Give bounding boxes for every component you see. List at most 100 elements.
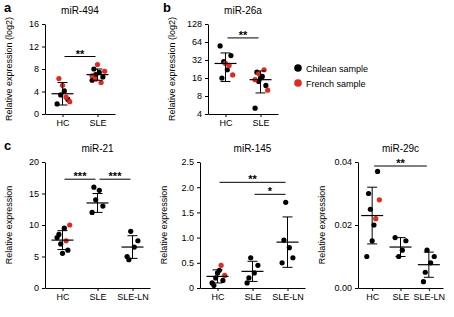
significance: ** xyxy=(239,29,248,41)
error-cap xyxy=(396,237,406,238)
x-axis: HC SLE SLE-LN xyxy=(46,288,151,302)
y-tick-mark xyxy=(205,24,208,25)
y-tick-mark xyxy=(42,69,45,70)
y-tick-label: 4 xyxy=(34,87,39,97)
error-cap xyxy=(93,193,103,194)
marks xyxy=(207,200,299,288)
plot: 0481216HCSLE** xyxy=(29,19,116,128)
point xyxy=(102,69,107,74)
point xyxy=(255,263,260,268)
point xyxy=(246,275,251,280)
y-tick-label: 0.04 xyxy=(334,157,352,167)
error-bar xyxy=(400,238,401,257)
y-tick: 0.5 xyxy=(181,258,200,268)
point xyxy=(60,251,65,256)
y-axis-line xyxy=(45,25,46,115)
y-tick-mark xyxy=(42,47,45,48)
error-cap xyxy=(221,52,231,53)
point xyxy=(230,72,235,77)
x-tick-label: SLE xyxy=(89,118,106,128)
y-axis-line xyxy=(45,163,46,289)
y-tick-label: 1.0 xyxy=(181,233,194,243)
y-tick: 4 xyxy=(197,109,208,119)
point xyxy=(220,278,225,283)
x-tick: HC xyxy=(57,288,70,302)
x-tick-label: SLE xyxy=(392,292,409,302)
error-bar xyxy=(252,261,253,281)
y-tick: 1.5 xyxy=(181,208,200,218)
point xyxy=(364,254,369,259)
point xyxy=(421,279,426,284)
y-tick-label: 10 xyxy=(29,220,39,230)
point xyxy=(248,255,253,260)
error-cap xyxy=(128,258,138,259)
y-tick-mark xyxy=(42,288,45,289)
y-tick-label: 8 xyxy=(34,64,39,74)
legend-marker xyxy=(294,64,302,72)
error-bar xyxy=(132,236,133,259)
significance: ** xyxy=(396,157,405,169)
x-tick-label: SLE xyxy=(89,292,106,302)
error-cap xyxy=(283,267,293,268)
y-tick-mark xyxy=(42,162,45,163)
plot: 48163264128HCSLE** xyxy=(187,19,279,128)
error-cap xyxy=(424,252,434,253)
point xyxy=(64,238,69,243)
y-axis-title: Relative expression xyxy=(4,186,14,265)
y-tick-label: 2.5 xyxy=(181,157,194,167)
significance: ** xyxy=(248,173,257,185)
x-tick-mark xyxy=(401,288,402,291)
y-tick-label: 1.5 xyxy=(181,208,194,218)
x-tick: SLE-LN xyxy=(414,288,446,302)
point xyxy=(253,106,258,111)
point xyxy=(67,222,72,227)
point xyxy=(228,53,233,58)
y-tick-mark xyxy=(355,162,358,163)
y-tick: 12 xyxy=(29,42,45,52)
y-axis: 05101520 xyxy=(29,157,46,293)
y-tick: 8 xyxy=(197,91,208,101)
point xyxy=(218,43,223,48)
y-tick: 4 xyxy=(34,87,45,97)
y-tick: 0.02 xyxy=(334,220,358,230)
point xyxy=(65,248,70,253)
x-tick-mark xyxy=(372,288,373,291)
y-tick: 0.04 xyxy=(334,157,358,167)
error-bar xyxy=(217,270,218,283)
error-cap xyxy=(128,235,138,236)
x-tick: HC xyxy=(220,114,233,128)
y-axis: 00.51.01.52.02.5 xyxy=(181,157,200,293)
point xyxy=(97,188,102,193)
error-cap xyxy=(367,243,377,244)
error-cap xyxy=(58,82,68,83)
y-tick-mark xyxy=(42,92,45,93)
error-cap xyxy=(396,256,406,257)
y-tick-label: 12 xyxy=(29,42,39,52)
point xyxy=(219,75,224,80)
y-axis-line xyxy=(200,163,201,289)
x-tick-mark xyxy=(63,288,64,291)
x-tick: SLE xyxy=(89,114,106,128)
x-tick-mark xyxy=(98,288,99,291)
error-bar xyxy=(372,187,373,244)
point xyxy=(64,95,69,100)
y-tick-mark xyxy=(197,288,200,289)
error-cap xyxy=(58,105,68,106)
error-bar xyxy=(260,71,261,93)
y-tick-mark xyxy=(197,212,200,213)
significance: *** xyxy=(74,170,88,182)
point xyxy=(375,169,380,174)
x-tick-mark xyxy=(261,114,262,117)
y-tick-label: 32 xyxy=(192,55,202,65)
y-tick-label: 20 xyxy=(29,157,39,167)
point xyxy=(263,83,268,88)
legend-label: Chilean sample xyxy=(306,64,368,74)
point xyxy=(56,76,61,81)
point xyxy=(100,204,105,209)
error-bar xyxy=(97,194,98,213)
y-tick-mark xyxy=(197,263,200,264)
x-tick-label: SLE-LN xyxy=(117,292,149,302)
legend-marker xyxy=(294,79,302,87)
x-tick: HC xyxy=(366,288,379,302)
marks xyxy=(52,185,144,263)
